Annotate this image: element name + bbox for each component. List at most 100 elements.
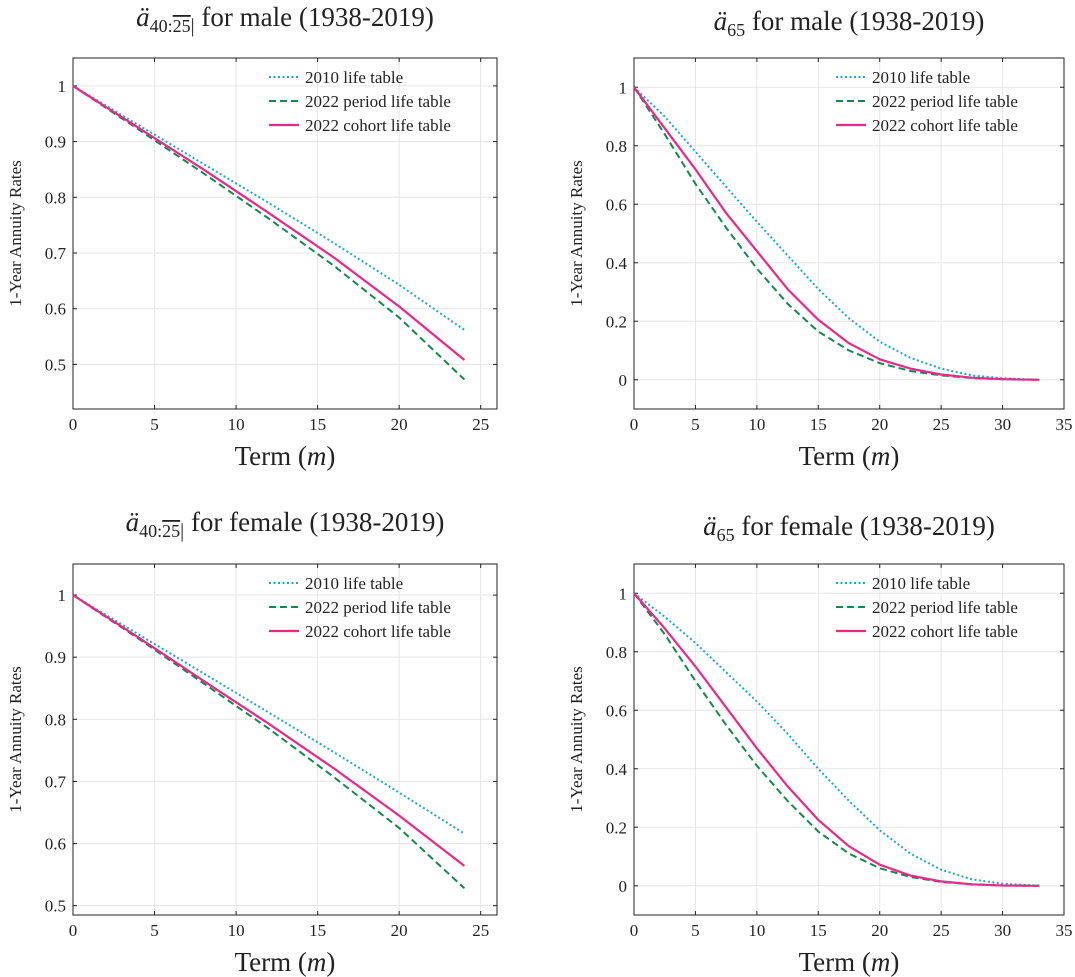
x-axis-label-text: Term [799,947,856,977]
x-tick-label: 25 [933,921,950,940]
x-tick-label: 30 [994,415,1011,434]
x-tick-label: 15 [309,415,326,434]
series-line-3 [72,84,466,361]
y-tick-label: 0 [619,371,628,390]
y-tick-label: 0.2 [606,312,627,331]
x-axis-label-paren-open: ( [855,441,871,471]
legend-label-3: 2022 cohort life table [305,622,451,641]
y-tick-label: 0.6 [606,701,627,720]
y-tick-label: 0.7 [45,244,67,263]
y-axis-label: 1-Year Annuity Rates [6,666,25,813]
x-tick-label: 10 [748,921,765,940]
x-tick-label: 25 [933,415,950,434]
y-tick-label: 0.2 [606,818,627,837]
legend-label-1: 2010 life table [305,574,403,593]
x-tick-label: 5 [150,415,159,434]
x-axis-label: Term (m) [799,947,900,977]
y-tick-label: 0.8 [606,137,627,156]
x-axis-label-text: Term [235,441,292,471]
legend-label-2: 2022 period life table [305,92,451,111]
x-axis-label-paren-open: ( [291,947,307,977]
y-tick-label: 0.8 [45,188,66,207]
x-axis-label: Term (m) [235,947,336,977]
legend-label-3: 2022 cohort life table [872,116,1018,135]
title-rest: for female (1938-2019) [735,511,995,541]
x-tick-label: 20 [871,415,888,434]
x-tick-label: 20 [391,415,408,434]
y-axis-label: 1-Year Annuity Rates [6,160,25,307]
title-subscript: 40: [139,521,162,541]
chart-panel-3: 0 5 10 15 20 25 0.5 0.6 0.7 0.8 0.9 1 2010 life tabl… [6,507,498,977]
series-line-3 [72,594,466,867]
chart-panel-4: 0 5 10 15 20 25 30 35 0 0.2 0.4 0.6 0.8 1 2010 life ta… [567,511,1073,977]
x-tick-label: 35 [1056,921,1073,940]
x-axis-label: Term (m) [799,441,900,471]
x-axis-label-paren-close: ) [326,441,335,471]
x-axis-label-var: m [307,441,327,471]
x-axis-label-var: m [871,441,891,471]
x-axis-label-var: m [307,947,327,977]
title-term-subscript: 25 [162,521,180,541]
y-tick-label: 0.4 [606,254,628,273]
y-tick-label: 0.7 [45,772,67,791]
x-tick-label: 5 [150,921,159,940]
y-tick-label: 1 [58,77,67,96]
series-line-3 [633,86,1040,381]
title-term-bar: | [180,520,184,542]
x-tick-label: 0 [69,415,78,434]
chart-title: ä40:25| for female (1938-2019) [126,507,445,542]
title-term-subscript: 25 [173,16,191,36]
legend-label-1: 2010 life table [305,68,403,87]
x-tick-label: 15 [810,921,827,940]
y-tick-label: 0.8 [45,710,66,729]
y-tick-label: 0.4 [606,760,628,779]
x-tick-label: 20 [871,921,888,940]
legend-label-2: 2022 period life table [305,598,451,617]
series-line-1 [633,592,1040,887]
x-axis-label-paren-close: ) [890,947,899,977]
plot-area-frame [72,563,498,916]
legend-label-1: 2010 life table [872,68,970,87]
y-tick-label: 0.6 [45,835,66,854]
title-subscript: 65 [727,20,745,40]
x-tick-label: 30 [994,921,1011,940]
y-tick-label: 1 [58,586,67,605]
y-tick-label: 1 [619,584,628,603]
legend-label-2: 2022 period life table [872,92,1018,111]
title-symbol: ä [703,511,717,541]
chart-panel-1: 0 5 10 15 20 25 0.5 0.6 0.7 0.8 0.9 1 2010 life tabl… [6,2,498,471]
series-line-3 [633,592,1040,887]
y-tick-label: 0.8 [606,643,627,662]
x-tick-label: 20 [391,921,408,940]
y-axis-label: 1-Year Annuity Rates [567,666,586,813]
y-tick-label: 0.5 [45,355,66,374]
legend-label-3: 2022 cohort life table [305,116,451,135]
y-tick-label: 0.9 [45,133,66,152]
x-axis-label-text: Term [235,947,292,977]
title-subscript: 40: [150,16,173,36]
y-tick-label: 0.9 [45,648,66,667]
plot-area-frame [72,57,498,410]
y-tick-label: 0.6 [606,195,627,214]
plot-area-frame [633,57,1065,410]
chart-panel-2: 0 5 10 15 20 25 30 35 0 0.2 0.4 0.6 0.8 1 2010 life ta… [567,6,1073,471]
title-rest: for male (1938-2019) [745,6,984,36]
chart-title: ä65 for male (1938-2019) [714,6,985,40]
x-tick-label: 25 [472,415,489,434]
x-tick-label: 15 [810,415,827,434]
x-axis-label: Term (m) [235,441,336,471]
x-axis-label-text: Term [799,441,856,471]
x-axis-label-paren-open: ( [291,441,307,471]
title-subscript: 65 [717,525,735,545]
legend-label-1: 2010 life table [872,574,970,593]
title-symbol: ä [714,6,728,36]
plot-area-frame [633,563,1065,916]
series-line-2 [72,85,466,381]
x-axis-label-paren-close: ) [890,441,899,471]
y-axis-label: 1-Year Annuity Rates [567,160,586,307]
x-tick-label: 15 [309,921,326,940]
chart-title: ä65 for female (1938-2019) [703,511,995,545]
y-tick-label: 0.5 [45,897,66,916]
x-tick-label: 10 [228,921,245,940]
